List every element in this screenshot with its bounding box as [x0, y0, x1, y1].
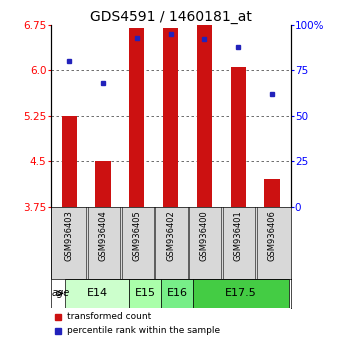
Bar [95, 161, 111, 206]
Text: E15: E15 [135, 289, 155, 298]
Text: GSM936400: GSM936400 [200, 210, 209, 261]
Text: percentile rank within the sample: percentile rank within the sample [68, 326, 221, 335]
Text: GSM936403: GSM936403 [65, 210, 74, 261]
Text: GSM936405: GSM936405 [132, 210, 141, 261]
Text: E17.5: E17.5 [225, 289, 257, 298]
Bar [62, 116, 77, 206]
Text: E16: E16 [167, 289, 188, 298]
Text: GSM936401: GSM936401 [234, 210, 243, 261]
Text: age: age [52, 289, 70, 298]
Bar [231, 67, 246, 206]
Bar [161, 279, 193, 308]
Bar [163, 28, 178, 206]
Bar [129, 28, 145, 206]
Text: E14: E14 [87, 289, 108, 298]
Text: transformed count: transformed count [68, 312, 152, 321]
Text: GSM936406: GSM936406 [268, 210, 276, 261]
Text: GSM936404: GSM936404 [99, 210, 107, 261]
Bar [197, 25, 212, 206]
Bar [129, 279, 161, 308]
Bar [193, 279, 289, 308]
Text: GSM936402: GSM936402 [166, 210, 175, 261]
Bar [65, 279, 129, 308]
Bar [264, 179, 280, 206]
Title: GDS4591 / 1460181_at: GDS4591 / 1460181_at [90, 10, 251, 24]
